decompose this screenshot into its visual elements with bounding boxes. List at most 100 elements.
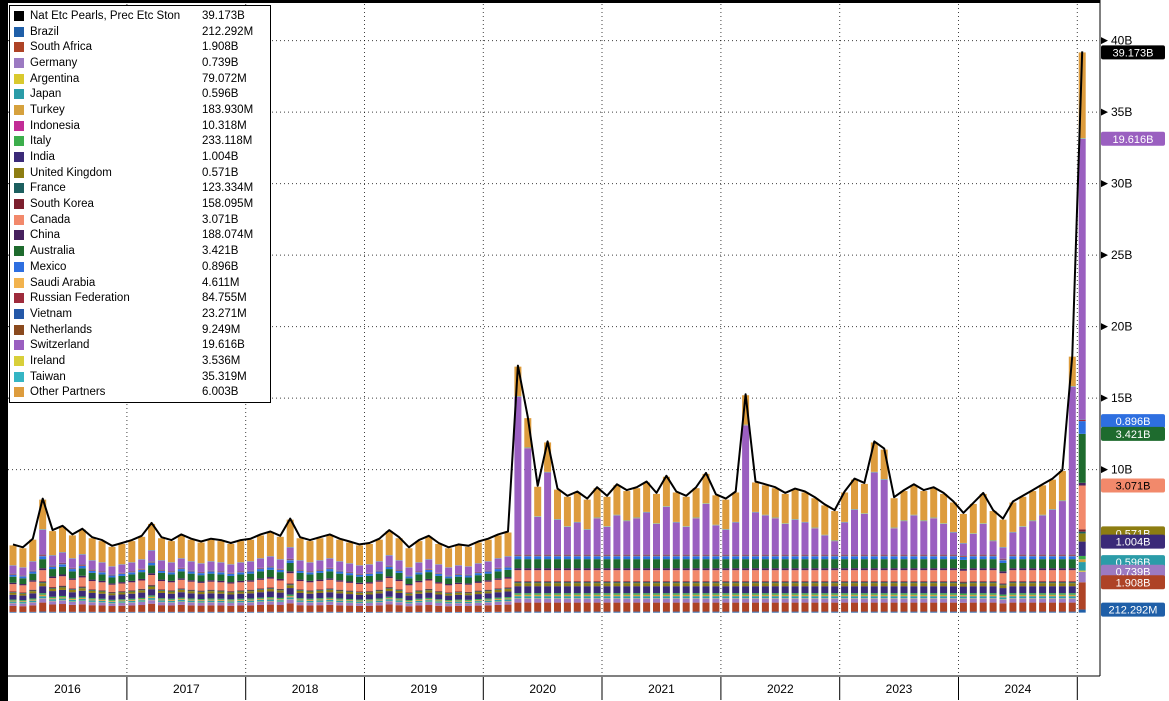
x-axis-year-label: 2020 — [529, 682, 556, 696]
y-tick-label: 20B — [1111, 320, 1132, 334]
legend-value: 19.616B — [202, 339, 245, 352]
legend-value: 123.334M — [202, 182, 254, 195]
legend-value: 212.292M — [202, 25, 254, 38]
legend-item[interactable]: Brazil 212.292M — [10, 24, 270, 40]
legend-item[interactable]: United Kingdom 0.571B — [10, 165, 270, 181]
y-tick-label: 10B — [1111, 463, 1132, 477]
legend-label: United Kingdom — [30, 166, 112, 179]
legend-label: Vietnam — [30, 307, 72, 320]
axis-badges: 39.173B19.616B0.896B3.421B3.071B0.571B1.… — [1101, 45, 1165, 617]
legend-label: France — [30, 182, 66, 195]
x-axis-year-label: 2019 — [411, 682, 438, 696]
legend-item[interactable]: France 123.334M — [10, 181, 270, 197]
legend-swatch-icon — [14, 340, 24, 351]
legend-value: 23.271M — [202, 307, 247, 320]
axis-value-badge — [1101, 478, 1165, 493]
legend-label: Brazil — [30, 25, 59, 38]
legend-swatch-icon — [14, 26, 24, 37]
legend-value: 188.074M — [202, 229, 254, 242]
legend-label: Nat Etc Pearls, Prec Etc Ston — [30, 9, 181, 22]
legend-item[interactable]: India 1.004B — [10, 149, 270, 165]
legend-item[interactable]: Netherlands 9.249M — [10, 322, 270, 338]
legend-value: 1.004B — [202, 151, 239, 164]
legend-item[interactable]: Saudi Arabia 4.611M — [10, 275, 270, 291]
legend-item[interactable]: South Korea 158.095M — [10, 196, 270, 212]
x-axis-year-label: 2017 — [173, 682, 200, 696]
legend-item[interactable]: Other Partners 6.003B — [10, 385, 270, 401]
axis-value-badge — [1101, 131, 1165, 146]
legend-label: Mexico — [30, 260, 67, 273]
axis-value-badge — [1101, 564, 1165, 579]
legend-label: South Africa — [30, 41, 93, 54]
x-axis-labels: 2016 2017 2018 2019 2020 2021 2022 2023 2024 — [54, 677, 1078, 700]
y-tick-label: 35B — [1111, 105, 1132, 119]
axis-badge-label: 1.004B — [1116, 537, 1151, 549]
legend-swatch-icon — [14, 104, 24, 115]
legend-item[interactable]: Canada 3.071B — [10, 212, 270, 228]
legend-swatch-icon — [14, 10, 24, 21]
legend-item[interactable]: Nat Etc Pearls, Prec Etc Ston 39.173B — [10, 8, 270, 24]
legend-item[interactable]: Taiwan 35.319M — [10, 369, 270, 385]
legend-item[interactable]: China 188.074M — [10, 228, 270, 244]
legend-swatch-icon — [14, 261, 24, 272]
legend-label: South Korea — [30, 198, 94, 211]
axis-badge-label: 39.173B — [1113, 47, 1154, 59]
legend-label: Russian Federation — [30, 292, 130, 305]
legend-swatch-icon — [14, 324, 24, 335]
legend-swatch-icon — [14, 308, 24, 319]
legend-swatch-icon — [14, 387, 24, 398]
legend-swatch-icon — [14, 183, 24, 194]
legend-swatch-icon — [14, 293, 24, 304]
y-tick-arrow-icon — [1101, 466, 1108, 474]
legend-label: Germany — [30, 56, 78, 69]
legend-label: Australia — [30, 245, 75, 258]
legend-value: 3.536M — [202, 354, 241, 367]
axis-badge-label: 3.421B — [1116, 429, 1151, 441]
y-tick-arrow-icon — [1101, 251, 1108, 259]
legend-item[interactable]: Japan 0.596B — [10, 86, 270, 102]
legend-item[interactable]: Australia 3.421B — [10, 243, 270, 259]
panel-left-strip — [0, 0, 8, 701]
legend-value: 9.249M — [202, 323, 241, 336]
legend-label: Canada — [30, 213, 71, 226]
legend-item[interactable]: Vietnam 23.271M — [10, 306, 270, 322]
legend-swatch-icon — [14, 167, 24, 178]
y-tick-label: 25B — [1111, 248, 1132, 262]
legend-item[interactable]: Argentina 79.072M — [10, 71, 270, 87]
x-axis-year-label: 2018 — [292, 682, 319, 696]
legend-value: 1.908B — [202, 41, 239, 54]
axis-badge-label: 212.292M — [1109, 605, 1158, 617]
legend-item[interactable]: Russian Federation 84.755M — [10, 290, 270, 306]
legend-label: Italy — [30, 135, 52, 148]
legend-item[interactable]: Italy 233.118M — [10, 134, 270, 150]
legend-swatch-icon — [14, 371, 24, 382]
axis-badge-label: 0.896B — [1116, 416, 1151, 428]
legend-swatch-icon — [14, 355, 24, 366]
axis-value-badge — [1101, 575, 1165, 590]
legend-value: 35.319M — [202, 370, 247, 383]
legend-label: Ireland — [30, 354, 66, 367]
legend-value: 3.071B — [202, 213, 239, 226]
legend-item[interactable]: Ireland 3.536M — [10, 353, 270, 369]
legend-item[interactable]: South Africa 1.908B — [10, 39, 270, 55]
legend-value: 79.072M — [202, 72, 247, 85]
legend-swatch-icon — [14, 136, 24, 147]
y-tick-label: 30B — [1111, 177, 1132, 191]
legend-value: 0.596B — [202, 88, 239, 101]
legend-label: Saudi Arabia — [30, 276, 96, 289]
axis-badge-label: 1.908B — [1116, 577, 1151, 589]
legend-item[interactable]: Germany 0.739B — [10, 55, 270, 71]
legend-swatch-icon — [14, 199, 24, 210]
legend-value: 4.611M — [202, 276, 240, 289]
legend-label: Other Partners — [30, 386, 106, 399]
legend-item[interactable]: Mexico 0.896B — [10, 259, 270, 275]
legend-item[interactable]: Switzerland 19.616B — [10, 337, 270, 353]
legend-swatch-icon — [14, 73, 24, 84]
axis-badge-label: 3.071B — [1116, 481, 1151, 493]
legend-value: 0.739B — [202, 56, 239, 69]
axis-value-badge — [1101, 45, 1165, 60]
legend-item[interactable]: Indonesia 10.318M — [10, 118, 270, 134]
legend-item[interactable]: Turkey 183.930M — [10, 102, 270, 118]
legend-label: Netherlands — [30, 323, 93, 336]
